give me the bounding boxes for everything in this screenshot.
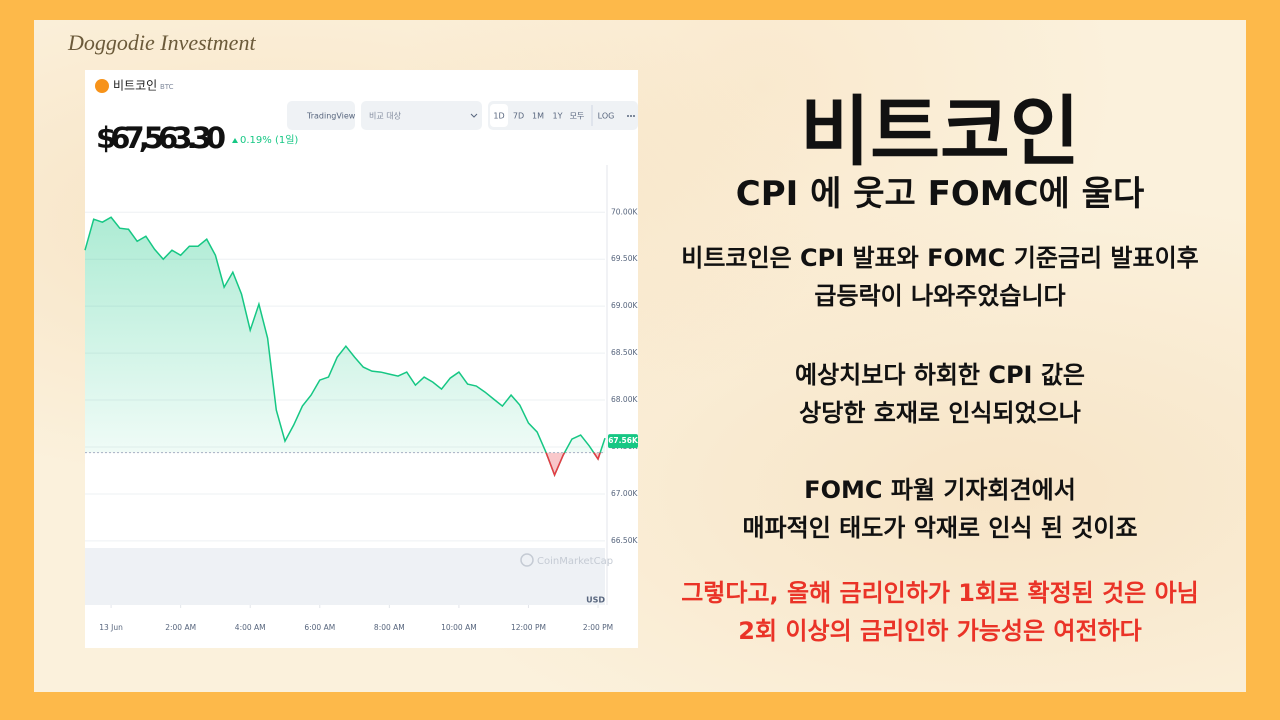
area-down [546, 452, 601, 475]
range-button[interactable]: 1Y [553, 112, 563, 121]
price-line [84, 216, 606, 477]
x-tick-label: 12:00 PM [511, 623, 546, 632]
range-button[interactable]: 1M [532, 112, 544, 121]
range-button[interactable]: 1D [493, 112, 504, 121]
price: $67,563.30 [96, 121, 226, 155]
button-label[interactable]: LOG [598, 112, 615, 121]
highlight-line: 2회 이상의 금리인하 가능성은 여전하다 [738, 617, 1142, 645]
slide-subtitle: CPI 에 웃고 FOMC에 울다 [735, 174, 1145, 214]
range-button[interactable]: 모두 [570, 112, 585, 121]
x-tick-label: 8:00 AM [374, 623, 405, 632]
last-price-tag [608, 434, 638, 449]
range-selected [490, 104, 508, 127]
coin-name: 비트코인 [113, 79, 157, 93]
y-tick-label: 67.00K [611, 489, 638, 498]
chevron [470, 113, 478, 118]
brand: Doggodie Investment [68, 30, 256, 55]
x-tick-label: 4:00 AM [235, 623, 266, 632]
range-group [488, 101, 638, 130]
range-button[interactable]: 7D [513, 112, 524, 121]
x-tick-label: 2:00 AM [165, 623, 196, 632]
area-up [85, 217, 605, 453]
paragraph-line: 급등락이 나와주었습니다 [814, 282, 1066, 310]
y-tick-label: 70.00K [611, 207, 638, 216]
button-label: TradingView [306, 112, 356, 121]
x-tick-label: 6:00 AM [304, 623, 335, 632]
x-tick-label: 2:00 PM [583, 623, 613, 632]
price-change: 0.19% (1일) [240, 134, 298, 146]
paragraph-line: 예상치보다 하회한 CPI 값은 [795, 361, 1085, 389]
paragraph-line: 상당한 호재로 인식되었으나 [799, 399, 1081, 427]
last-price-label: 67.56K [608, 436, 639, 445]
x-tick-label: 13 Jun [99, 623, 123, 632]
y-tick-label: 68.50K [611, 348, 638, 357]
button[interactable] [287, 101, 355, 130]
paragraph-line: FOMC 파월 기자회견에서 [804, 476, 1076, 504]
paragraph-line: 비트코인은 CPI 발표와 FOMC 기준금리 발표이후 [681, 244, 1199, 272]
menu-dot [633, 115, 635, 117]
select-label: 비교 대상 [369, 111, 402, 121]
paragraph-line: 매파적인 태도가 악재로 인식 된 것이죠 [742, 514, 1138, 542]
coin-symbol: BTC [160, 83, 174, 91]
y-tick-label: 69.00K [611, 301, 638, 310]
x-tick-label: 10:00 AM [441, 623, 477, 632]
watermark: CoinMarketCap [537, 556, 613, 567]
y-tick-label: 66.50K [611, 536, 638, 545]
select[interactable] [361, 101, 482, 130]
menu-dot [630, 115, 632, 117]
watermark-icon [520, 553, 534, 567]
y-tick-label: 69.50K [611, 254, 638, 263]
y-unit: USD [586, 596, 605, 605]
highlight-line: 그렇다고, 올해 금리인하가 1회로 확정된 것은 아님 [681, 579, 1199, 607]
coin-icon [95, 79, 109, 93]
menu-dot [627, 115, 629, 117]
y-tick-label: 68.00K [611, 395, 638, 404]
up-arrow [232, 138, 238, 143]
slide-title: 비트코인 [800, 87, 1080, 176]
volume-band [85, 548, 605, 605]
